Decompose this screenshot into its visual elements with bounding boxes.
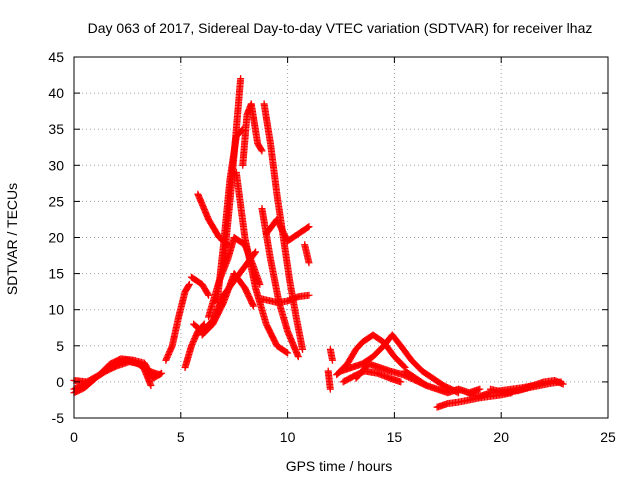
y-tick-label: 0 bbox=[56, 374, 64, 390]
data-point bbox=[304, 223, 312, 231]
grid bbox=[74, 57, 608, 418]
x-tick-label: 20 bbox=[493, 429, 509, 445]
y-tick-label: 30 bbox=[48, 157, 64, 173]
data-point bbox=[237, 75, 245, 83]
data-point bbox=[328, 356, 336, 364]
y-tick-label: 25 bbox=[48, 193, 64, 209]
data-point bbox=[397, 378, 405, 386]
data-point bbox=[158, 369, 166, 377]
data-point bbox=[326, 385, 334, 393]
y-tick-label: 35 bbox=[48, 121, 64, 137]
x-tick-label: 0 bbox=[70, 429, 78, 445]
data-point bbox=[294, 353, 302, 361]
data-point bbox=[559, 380, 567, 388]
y-tick-label: -5 bbox=[52, 410, 65, 426]
x-tick-label: 15 bbox=[387, 429, 403, 445]
data-points bbox=[70, 75, 567, 411]
data-point bbox=[251, 249, 259, 257]
data-point bbox=[204, 290, 212, 298]
data-point bbox=[249, 302, 257, 310]
y-tick-label: 20 bbox=[48, 230, 64, 246]
data-point bbox=[476, 385, 484, 393]
data-point bbox=[252, 248, 260, 256]
data-point bbox=[305, 223, 313, 231]
data-point bbox=[305, 291, 313, 299]
y-tick-label: 15 bbox=[48, 266, 64, 282]
x-tick-label: 10 bbox=[280, 429, 296, 445]
axes: 0 5 10 15 20 25 -5 0 5 10 15 20 25 30 35 40 45 bbox=[48, 49, 616, 445]
data-point bbox=[257, 146, 265, 154]
chart-title: Day 063 of 2017, Sidereal Day-to-day VTE… bbox=[88, 20, 593, 36]
data-point bbox=[156, 370, 164, 378]
data-point bbox=[249, 301, 257, 309]
x-axis-label: GPS time / hours bbox=[286, 458, 393, 474]
data-point bbox=[205, 291, 213, 299]
y-tick-label: 45 bbox=[48, 49, 64, 65]
x-tick-label: 25 bbox=[600, 429, 616, 445]
y-tick-label: 5 bbox=[56, 338, 64, 354]
data-point bbox=[185, 282, 193, 290]
y-tick-label: 10 bbox=[48, 302, 64, 318]
data-point bbox=[282, 348, 290, 356]
x-tick-label: 5 bbox=[177, 429, 185, 445]
data-point bbox=[185, 280, 193, 288]
data-point bbox=[258, 147, 266, 155]
data-point bbox=[147, 382, 155, 390]
y-axis-label: SDTVAR / TECUs bbox=[4, 183, 20, 295]
data-point bbox=[305, 259, 313, 267]
data-point bbox=[284, 349, 292, 357]
data-point bbox=[400, 362, 408, 370]
data-point bbox=[299, 345, 307, 353]
y-tick-label: 40 bbox=[48, 85, 64, 101]
